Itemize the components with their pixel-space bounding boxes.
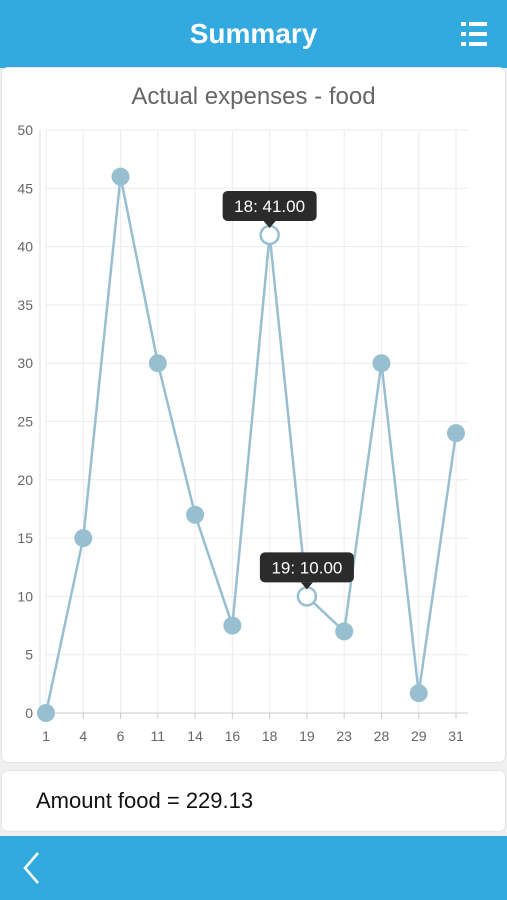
data-point [335,622,354,641]
tooltip-arrow [300,582,313,590]
y-tick-label: 35 [17,297,33,313]
x-tick-label: 16 [225,728,241,744]
bottom-bar [0,836,507,900]
data-point [111,167,130,186]
x-tick-label: 11 [151,728,166,744]
data-point [259,224,280,246]
page-title: Summary [189,18,318,49]
tooltip-box [222,190,317,221]
x-tick-label: 31 [448,728,464,744]
x-tick-label: 18 [262,728,278,744]
chevron-left-icon[interactable] [18,850,48,886]
data-point [37,704,55,722]
tooltip-label: 18: 41.00 [234,197,305,216]
amount-card [2,771,505,831]
data-point [186,505,205,524]
x-tick-label: 6 [117,728,125,744]
x-tick-label: 1 [42,728,50,744]
top-nav-bar: Summary [0,0,507,68]
data-point [148,354,167,373]
data-point [74,529,93,548]
y-tick-label: 25 [17,414,33,430]
y-tick-label: 5 [25,647,33,663]
y-tick-label: 50 [17,122,33,138]
y-tick-label: 10 [17,588,33,604]
amount-text: Amount food = 229.13 [36,788,254,813]
x-tick-label: 4 [79,728,87,744]
data-point [296,586,318,607]
y-tick-label: 45 [17,180,33,196]
x-tick-label: 19 [299,728,315,744]
data-point [223,616,242,635]
y-tick-label: 20 [17,472,33,488]
tooltip-label: 19: 10.00 [271,558,342,577]
y-tick-label: 40 [17,239,33,255]
tooltip-box [259,552,354,583]
data-point [447,424,465,443]
tooltip-arrow [263,220,276,228]
data-point [372,354,391,373]
y-tick-label: 15 [17,530,33,546]
x-tick-label: 14 [187,728,203,744]
y-tick-label: 30 [17,355,33,371]
chart-title: Actual expenses - food [131,83,376,110]
x-tick-label: 28 [374,728,390,744]
y-tick-label: 0 [25,705,33,721]
x-tick-label: 23 [336,728,352,744]
data-point [409,684,428,703]
x-tick-label: 29 [411,728,427,744]
series-line [44,176,458,714]
list-menu-icon[interactable] [453,18,493,50]
